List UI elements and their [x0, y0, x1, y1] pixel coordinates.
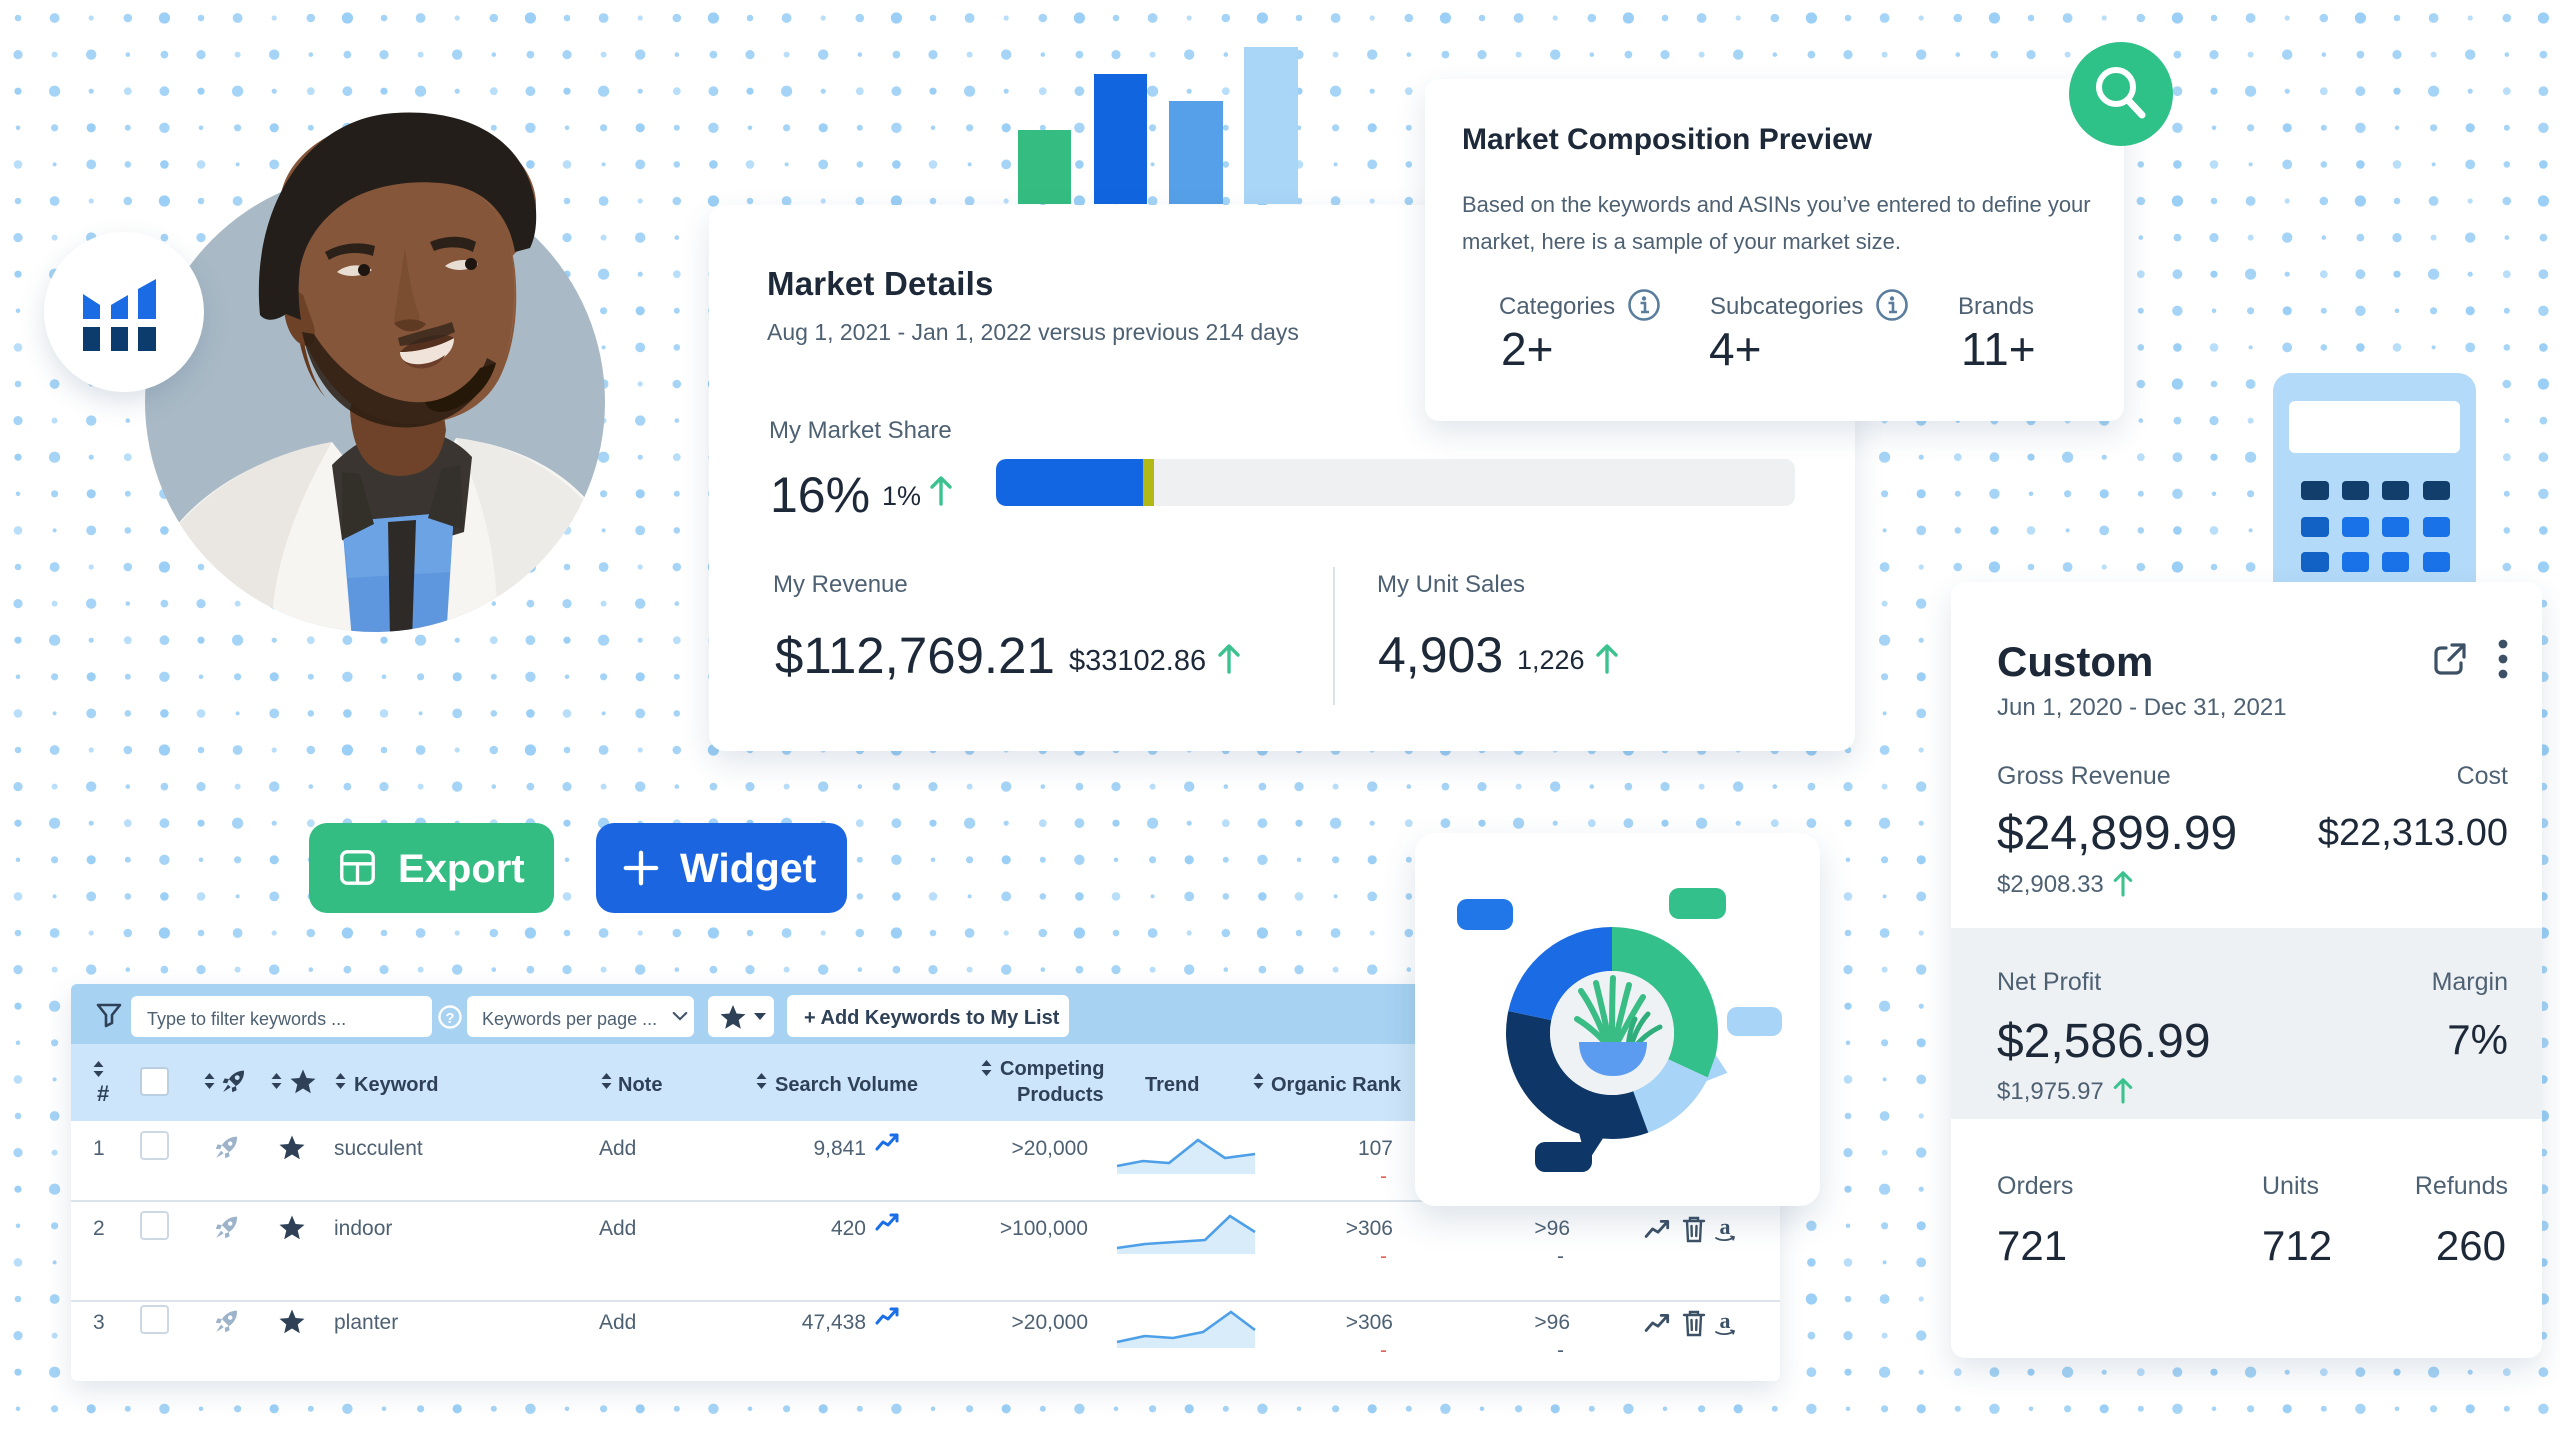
svg-text:a: a — [1720, 1216, 1731, 1239]
svg-text:?: ? — [445, 1010, 454, 1027]
svg-text:a: a — [1720, 1310, 1731, 1333]
